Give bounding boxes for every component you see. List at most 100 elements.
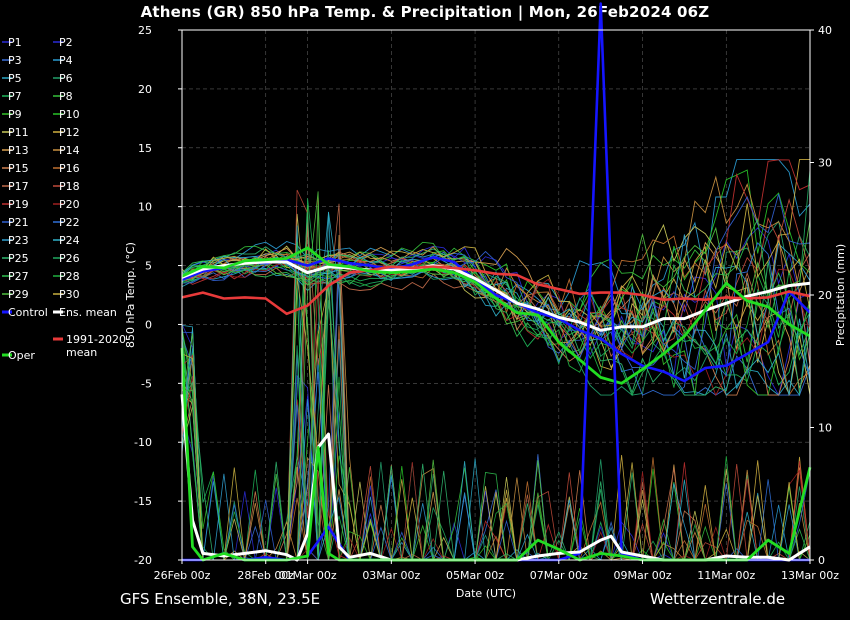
legend-item-p9: P9 (2, 108, 22, 121)
legend-label: P22 (59, 216, 80, 229)
chart-title: Athens (GR) 850 hPa Temp. & Precipitatio… (140, 3, 710, 21)
y2-tick-label: 0 (818, 554, 825, 567)
legend-label: P9 (8, 108, 22, 121)
legend-item-p25: P25 (2, 252, 29, 265)
legend-item-p2: P2 (53, 36, 73, 49)
legend-item-p24: P24 (53, 234, 80, 247)
legend-item-p13: P13 (2, 144, 29, 157)
member-temp-line (181, 169, 811, 332)
y2-axis-label: Precipitation (mm) (834, 244, 847, 346)
x-tick-label: 07Mar 00z (530, 569, 588, 582)
legend-item-p14: P14 (53, 144, 80, 157)
legend-item-control: Control (2, 306, 48, 319)
y-tick-label: 25 (138, 24, 152, 37)
legend-item-p7: P7 (2, 90, 22, 103)
legend-label: P6 (59, 72, 73, 85)
legend-item-p16: P16 (53, 162, 80, 175)
legend-item-p1: P1 (2, 36, 22, 49)
legend-label: P1 (8, 36, 22, 49)
y2-tick-label: 30 (818, 157, 832, 170)
legend-label: P30 (59, 288, 80, 301)
legend-label: P10 (59, 108, 80, 121)
y-tick-label: -20 (134, 554, 152, 567)
legend-label: P19 (8, 198, 29, 211)
y-tick-label: 20 (138, 83, 152, 96)
legend-label: P17 (8, 180, 29, 193)
y-tick-label: -15 (134, 495, 152, 508)
x-tick-label: 28Feb 00z (237, 569, 294, 582)
legend-label: P11 (8, 126, 29, 139)
legend-item-p17: P17 (2, 180, 29, 193)
legend-label: Oper (8, 349, 35, 362)
y-tick-label: -5 (141, 377, 152, 390)
member-temp-line (181, 241, 811, 390)
y2-tick-label: 40 (818, 24, 832, 37)
1991-2020-mean-temp-line (181, 265, 811, 316)
legend-item-p5: P5 (2, 72, 22, 85)
y-tick-label: 10 (138, 201, 152, 214)
legend-item-p11: P11 (2, 126, 29, 139)
legend-item-p30: P30 (53, 288, 80, 301)
legend-item-p21: P21 (2, 216, 29, 229)
x-tick-label: 11Mar 00z (697, 569, 755, 582)
x-tick-label: 09Mar 00z (614, 569, 672, 582)
legend-label: P16 (59, 162, 80, 175)
legend-item-p22: P22 (53, 216, 80, 229)
member-temp-line (181, 169, 811, 375)
legend-label: P14 (59, 144, 80, 157)
member-temp-line (181, 227, 811, 375)
legend-label: 1991-2020 (66, 333, 126, 346)
legend-label: P4 (59, 54, 73, 67)
legend-item-p28: P28 (53, 270, 80, 283)
legend-label: Control (8, 306, 48, 319)
legend-label: P28 (59, 270, 80, 283)
legend-item-ens-mean: Ens. mean (53, 306, 117, 319)
legend-item-p6: P6 (53, 72, 73, 85)
member-temp-line (181, 217, 811, 357)
legend-label: P20 (59, 198, 80, 211)
x-tick-label: 26Feb 00z (154, 569, 211, 582)
y-tick-label: 0 (145, 318, 152, 331)
y2-tick-label: 10 (818, 422, 832, 435)
x-tick-label: 05Mar 00z (446, 569, 504, 582)
ensemble-member-lines (181, 159, 811, 562)
x-tick-label: 01Mar 00z (279, 569, 337, 582)
member-temp-line (181, 159, 811, 329)
member-precip-line (181, 285, 811, 561)
y-tick-label: 15 (138, 142, 152, 155)
legend-item-p12: P12 (53, 126, 80, 139)
legend-label: P25 (8, 252, 29, 265)
legend-item-p15: P15 (2, 162, 29, 175)
member-precip-line (181, 265, 811, 561)
legend-item-p23: P23 (2, 234, 29, 247)
legend-item-oper: Oper (2, 349, 35, 362)
legend-item-p10: P10 (53, 108, 80, 121)
site-credit[interactable]: Wetterzentrale.de (650, 590, 786, 608)
member-temp-line (181, 236, 811, 360)
legend-item-p3: P3 (2, 54, 22, 67)
oper-temp-line (181, 246, 811, 385)
x-tick-label: 13Mar 00z (781, 569, 839, 582)
legend-label-cont: mean (66, 346, 97, 359)
legend-label: P12 (59, 126, 80, 139)
legend-label: P2 (59, 36, 73, 49)
model-info: GFS Ensemble, 38N, 23.5E (120, 590, 321, 608)
legend-label: P24 (59, 234, 80, 247)
legend-label: P3 (8, 54, 22, 67)
y-axis-label: 850 hPa Temp. (°C) (124, 242, 137, 348)
legend-label: P8 (59, 90, 73, 103)
legend-label: P26 (59, 252, 80, 265)
legend-label: P18 (59, 180, 80, 193)
legend-item-p8: P8 (53, 90, 73, 103)
legend-label: P29 (8, 288, 29, 301)
legend-label: P7 (8, 90, 22, 103)
member-precip-line (181, 379, 811, 561)
legend-label: P15 (8, 162, 29, 175)
legend-item-p26: P26 (53, 252, 80, 265)
member-temp-line (181, 235, 811, 397)
legend-label: Ens. mean (59, 306, 117, 319)
legend-item-p20: P20 (53, 198, 80, 211)
